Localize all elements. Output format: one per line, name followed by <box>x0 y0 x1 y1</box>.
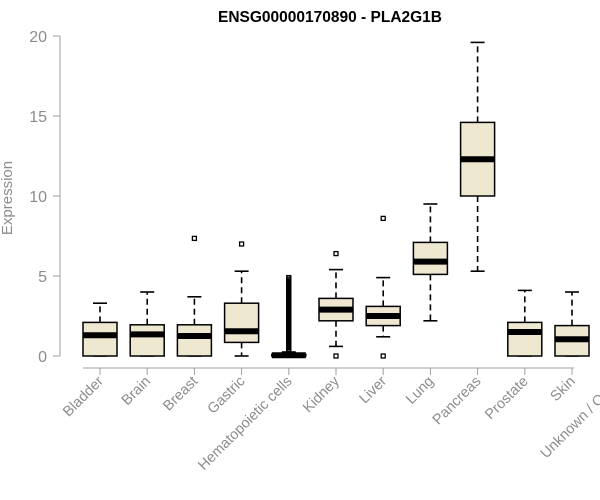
box-group <box>223 241 260 357</box>
y-ticks: 0 5 10 15 20 <box>29 29 60 366</box>
box-group <box>507 289 543 357</box>
box-iqr <box>176 324 213 357</box>
outlier-point <box>286 274 292 281</box>
outlier-point <box>238 241 245 247</box>
x-tick-label: Bladder <box>60 373 107 420</box>
x-tick-label: Prostate <box>482 374 531 423</box>
outlier-point <box>333 353 339 359</box>
x-tick-label: Skin <box>548 374 579 405</box>
box-group <box>459 41 496 273</box>
y-tick-label: 20 <box>29 29 47 46</box>
box-group <box>271 274 307 359</box>
box-group <box>365 215 401 359</box>
outlier-point <box>333 250 339 257</box>
x-tick-label: Hematopoietic cells <box>195 374 295 474</box>
outlier-point <box>191 235 198 242</box>
y-tick-label: 5 <box>38 269 47 286</box>
box-group <box>129 291 165 357</box>
y-axis-label: Expression <box>0 161 16 235</box>
box-group <box>82 302 118 357</box>
x-tick-label: Breast <box>160 374 201 415</box>
box-group <box>412 203 449 322</box>
box-iqr <box>223 302 260 344</box>
box-iqr <box>507 321 543 357</box>
x-tick-label: Kidney <box>300 373 343 416</box>
y-tick-label: 15 <box>29 109 47 126</box>
chart-title: ENSG00000170890 - PLA2G1B <box>218 9 442 26</box>
x-tick-label: Lung <box>403 374 437 408</box>
box-group <box>176 235 213 357</box>
x-tick-label: Gastric <box>205 374 249 418</box>
box-group <box>554 291 590 357</box>
x-tick-label: Pancreas <box>430 374 485 429</box>
box-iqr <box>412 241 449 276</box>
outlier-point <box>380 215 386 222</box>
box-group <box>318 250 354 359</box>
y-tick-label: 0 <box>38 349 47 366</box>
y-tick-label: 10 <box>29 189 47 206</box>
x-tick-label: Brain <box>119 374 154 409</box>
box-iqr <box>82 321 118 357</box>
box-iqr <box>129 324 165 357</box>
outlier-point <box>380 353 386 359</box>
x-tick-label: Liver <box>356 373 390 407</box>
boxes <box>82 41 590 359</box>
